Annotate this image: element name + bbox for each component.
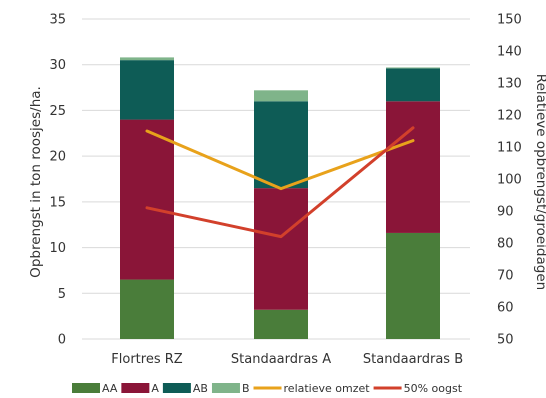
y-tick-label: 30 <box>49 58 66 73</box>
x-tick-label: Standaardras B <box>363 352 463 367</box>
bar-segment-aa <box>254 309 308 339</box>
legend-swatch <box>121 383 150 393</box>
y2-tick-label: 60 <box>497 301 514 316</box>
y-tick-label: 5 <box>58 287 66 302</box>
y2-tick-label: 110 <box>497 141 522 156</box>
y2-tick-label: 50 <box>497 333 514 348</box>
bar-segment-b <box>386 67 440 69</box>
legend-swatch <box>72 383 100 393</box>
line-relatieve-omzet <box>145 129 415 191</box>
y2-axis-title: Relatieve opbrengst/groeidagen <box>533 74 546 290</box>
bar-segment-ab <box>120 60 174 120</box>
y-tick-label: 35 <box>49 13 66 28</box>
bars <box>120 57 440 339</box>
y-tick-label: 25 <box>49 104 66 119</box>
legend-label: AB <box>193 382 208 395</box>
y2-tick-label: 90 <box>497 205 514 220</box>
lines <box>145 126 415 239</box>
line-50-oogst <box>145 126 415 239</box>
bar-segment-ab <box>386 68 440 102</box>
right-axis-ticks: 50 60 70 80 90 100 110 120 130 140 150 <box>497 13 522 348</box>
x-tick-label: Standaardras A <box>231 352 331 367</box>
bar-segment-ab <box>254 101 308 189</box>
bar-segment-aa <box>120 279 174 339</box>
y2-tick-label: 120 <box>497 109 522 124</box>
bar-segment-a <box>386 101 440 233</box>
y2-tick-label: 150 <box>497 13 522 28</box>
y-tick-label: 10 <box>49 241 66 256</box>
y-axis-title: Opbrengst in ton roosjes/ha. <box>28 86 44 278</box>
y2-tick-label: 130 <box>497 77 522 92</box>
bar-segment-b <box>254 90 308 102</box>
legend-label: A <box>151 382 159 395</box>
y2-tick-label: 80 <box>497 237 514 252</box>
category-axis-ticks: Flortres RZ Standaardras A Standaardras B <box>111 352 463 367</box>
bar-segment-a <box>120 119 174 280</box>
y-tick-label: 15 <box>49 195 66 210</box>
legend-label: relatieve omzet <box>284 382 371 395</box>
legend-swatch <box>162 383 191 393</box>
bar-segment-aa <box>386 232 440 339</box>
y2-tick-label: 100 <box>497 173 522 188</box>
legend-label: AA <box>102 382 118 395</box>
bar-segment-b <box>120 57 174 61</box>
y-tick-label: 0 <box>58 333 66 348</box>
left-axis-ticks: 0 5 10 15 20 25 30 35 <box>49 13 66 348</box>
y2-tick-label: 70 <box>497 269 514 284</box>
legend-swatch <box>211 383 240 393</box>
y2-tick-label: 140 <box>497 45 522 60</box>
legend-label: 50% oogst <box>404 382 463 395</box>
x-tick-label: Flortres RZ <box>111 352 182 367</box>
legend-label: B <box>242 382 250 395</box>
y-tick-label: 20 <box>49 150 66 165</box>
bar-segment-a <box>254 188 308 310</box>
